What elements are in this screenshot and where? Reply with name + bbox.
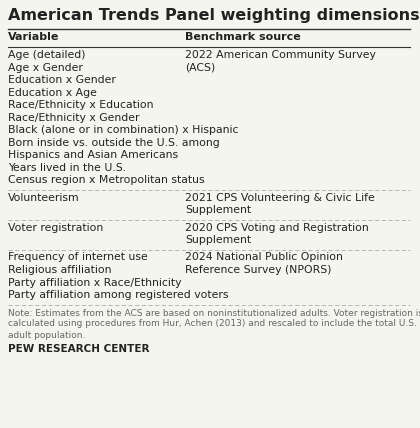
- Text: 2022 American Community Survey: 2022 American Community Survey: [185, 50, 376, 60]
- Text: Supplement: Supplement: [185, 205, 251, 215]
- Text: (ACS): (ACS): [185, 62, 215, 72]
- Text: 2021 CPS Volunteering & Civic Life: 2021 CPS Volunteering & Civic Life: [185, 193, 375, 202]
- Text: Religious affiliation: Religious affiliation: [8, 265, 111, 275]
- Text: Education x Gender: Education x Gender: [8, 75, 116, 85]
- Text: Born inside vs. outside the U.S. among: Born inside vs. outside the U.S. among: [8, 137, 220, 148]
- Text: American Trends Panel weighting dimensions: American Trends Panel weighting dimensio…: [8, 8, 420, 23]
- Text: Hispanics and Asian Americans: Hispanics and Asian Americans: [8, 150, 178, 160]
- Text: Education x Age: Education x Age: [8, 87, 97, 98]
- Text: Variable: Variable: [8, 32, 59, 42]
- Text: adult population.: adult population.: [8, 330, 85, 339]
- Text: Black (alone or in combination) x Hispanic: Black (alone or in combination) x Hispan…: [8, 125, 239, 135]
- Text: Note: Estimates from the ACS are based on noninstitutionalized adults. Voter reg: Note: Estimates from the ACS are based o…: [8, 309, 420, 318]
- Text: Voter registration: Voter registration: [8, 223, 103, 232]
- Text: Party affiliation x Race/Ethnicity: Party affiliation x Race/Ethnicity: [8, 277, 181, 288]
- Text: Benchmark source: Benchmark source: [185, 32, 301, 42]
- Text: calculated using procedures from Hur, Achen (2013) and rescaled to include the t: calculated using procedures from Hur, Ac…: [8, 319, 417, 329]
- Text: Supplement: Supplement: [185, 235, 251, 245]
- Text: Census region x Metropolitan status: Census region x Metropolitan status: [8, 175, 205, 185]
- Text: Party affiliation among registered voters: Party affiliation among registered voter…: [8, 290, 228, 300]
- Text: Age (detailed): Age (detailed): [8, 50, 86, 60]
- Text: Years lived in the U.S.: Years lived in the U.S.: [8, 163, 126, 172]
- Text: Frequency of internet use: Frequency of internet use: [8, 253, 148, 262]
- Text: Volunteerism: Volunteerism: [8, 193, 80, 202]
- Text: PEW RESEARCH CENTER: PEW RESEARCH CENTER: [8, 345, 150, 354]
- Text: Race/Ethnicity x Gender: Race/Ethnicity x Gender: [8, 113, 139, 122]
- Text: Age x Gender: Age x Gender: [8, 62, 83, 72]
- Text: 2020 CPS Voting and Registration: 2020 CPS Voting and Registration: [185, 223, 369, 232]
- Text: Race/Ethnicity x Education: Race/Ethnicity x Education: [8, 100, 153, 110]
- Text: 2024 National Public Opinion: 2024 National Public Opinion: [185, 253, 343, 262]
- Text: Reference Survey (NPORS): Reference Survey (NPORS): [185, 265, 331, 275]
